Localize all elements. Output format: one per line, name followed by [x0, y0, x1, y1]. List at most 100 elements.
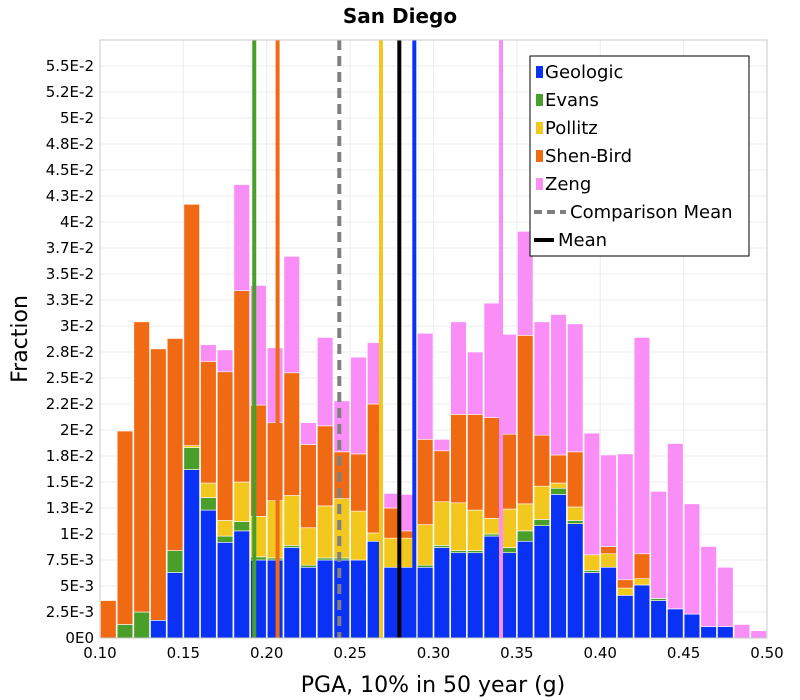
legend-swatch-zeng — [536, 178, 543, 190]
bar-shen-bird-26 — [533, 434, 551, 487]
bar-evans-25 — [517, 530, 534, 542]
bar-pollitz-22 — [467, 509, 484, 551]
legend-swatch-geologic — [536, 66, 543, 78]
bar-evans-20 — [433, 545, 450, 548]
bar-geologic-23 — [483, 535, 500, 639]
y-tick-label-0: 0E0 — [65, 629, 94, 647]
bar-zeng-26 — [533, 321, 551, 436]
bar-geologic-12 — [300, 566, 317, 639]
bar-zeng-23 — [483, 302, 500, 418]
bar-zeng-37 — [717, 566, 734, 627]
bar-geologic-4 — [166, 572, 184, 639]
y-tick-label-2: 5E-3 — [60, 577, 94, 595]
bar-shen-bird-27 — [550, 454, 567, 484]
bar-pollitz-8 — [233, 481, 250, 522]
bar-shen-bird-8 — [233, 290, 250, 483]
bar-evans-33 — [650, 598, 667, 601]
bar-pollitz-30 — [600, 553, 617, 568]
bar-pollitz-25 — [517, 503, 534, 532]
y-tick-label-6: 1.5E-2 — [46, 473, 94, 491]
bar-zeng-14 — [333, 400, 350, 453]
bar-geologic-36 — [700, 626, 717, 639]
bar-zeng-30 — [600, 454, 617, 547]
bar-zeng-31 — [617, 453, 634, 581]
bar-evans-21 — [450, 550, 467, 554]
bar-geologic-22 — [467, 552, 484, 639]
y-tick-label-14: 3.5E-2 — [46, 265, 94, 283]
bar-geologic-29 — [583, 572, 601, 639]
x-axis-ticks: 0.10 0.15 0.20 0.25 0.30 0.35 0.40 0.45 0.50 — [83, 644, 783, 662]
bar-shen-bird-5 — [183, 204, 200, 446]
bar-shen-bird-24 — [500, 433, 517, 510]
bar-shen-bird-15 — [350, 453, 367, 512]
bar-geologic-28 — [567, 523, 584, 639]
bar-evans-14 — [333, 557, 350, 561]
bar-pollitz-17 — [383, 537, 400, 568]
bar-evans-4 — [166, 550, 184, 573]
x-tick-label-3: 0.25 — [333, 644, 366, 662]
bar-evans-8 — [233, 521, 250, 532]
bar-geologic-21 — [450, 552, 467, 639]
x-tick-label-2: 0.20 — [250, 644, 283, 662]
legend-swatch-evans — [536, 94, 543, 106]
bar-evans-12 — [300, 564, 317, 568]
bar-zeng-28 — [567, 323, 584, 453]
bar-zeng-7 — [216, 349, 234, 373]
plot-frame — [99, 39, 768, 639]
bar-geologic-25 — [517, 540, 534, 639]
bar-zeng-17 — [383, 493, 400, 509]
bar-shen-bird-0 — [100, 600, 117, 639]
bar-shen-bird-4 — [166, 338, 184, 551]
bar-geologic-19 — [417, 566, 434, 639]
bar-zeng-39 — [750, 630, 767, 639]
bar-geologic-35 — [683, 613, 701, 639]
bar-evans-29 — [583, 570, 601, 573]
y-tick-label-4: 1E-2 — [60, 525, 94, 543]
bar-geologic-20 — [433, 547, 450, 639]
x-tick-label-5: 0.35 — [500, 644, 533, 662]
bar-evans-10 — [266, 557, 284, 561]
bar-pollitz-10 — [266, 500, 284, 559]
bar-shen-bird-31 — [617, 579, 634, 589]
bar-pollitz-15 — [350, 510, 367, 561]
y-axis-title: Fraction — [8, 295, 33, 383]
bar-zeng-36 — [700, 546, 717, 627]
bar-evans-24 — [500, 547, 517, 554]
bar-pollitz-14 — [333, 498, 350, 559]
bar-shen-bird-17 — [383, 507, 400, 539]
bar-zeng-34 — [667, 443, 684, 610]
bar-zeng-38 — [733, 624, 751, 639]
bar-geologic-5 — [183, 469, 200, 639]
y-tick-label-18: 4.5E-2 — [46, 161, 94, 179]
bar-shen-bird-10 — [266, 422, 284, 502]
legend-label-shen-bird: Shen-Bird — [545, 146, 632, 167]
bar-shen-bird-6 — [200, 361, 217, 484]
bar-evans-28 — [567, 520, 584, 524]
bar-geologic-13 — [316, 559, 334, 639]
bar-geologic-31 — [617, 595, 634, 639]
bar-pollitz-6 — [200, 482, 217, 498]
bar-shen-bird-12 — [300, 444, 317, 529]
bar-zeng-11 — [283, 256, 300, 374]
legend-label-mean: Mean — [558, 230, 607, 251]
y-tick-label-11: 2.8E-2 — [46, 343, 94, 361]
bar-zeng-27 — [550, 314, 567, 456]
bar-evans-6 — [200, 497, 217, 511]
bar-pollitz-7 — [216, 520, 234, 537]
bar-evans-27 — [550, 487, 567, 495]
bar-shen-bird-11 — [283, 372, 300, 496]
mean-lines — [252, 40, 504, 638]
bar-geologic-8 — [233, 530, 250, 639]
legend-swatch-shen-bird — [536, 150, 543, 162]
bar-zeng-24 — [500, 334, 517, 435]
bar-pollitz-23 — [483, 518, 500, 535]
y-tick-label-13: 3.3E-2 — [46, 291, 94, 309]
y-tick-label-20: 5E-2 — [60, 109, 94, 127]
bar-pollitz-19 — [417, 524, 434, 566]
bar-zeng-10 — [266, 347, 284, 424]
legend-swatch-pollitz — [536, 122, 543, 134]
bar-pollitz-20 — [433, 501, 450, 546]
bar-shen-bird-23 — [483, 417, 500, 519]
bar-pollitz-21 — [450, 502, 467, 551]
bar-evans-1 — [116, 624, 134, 639]
